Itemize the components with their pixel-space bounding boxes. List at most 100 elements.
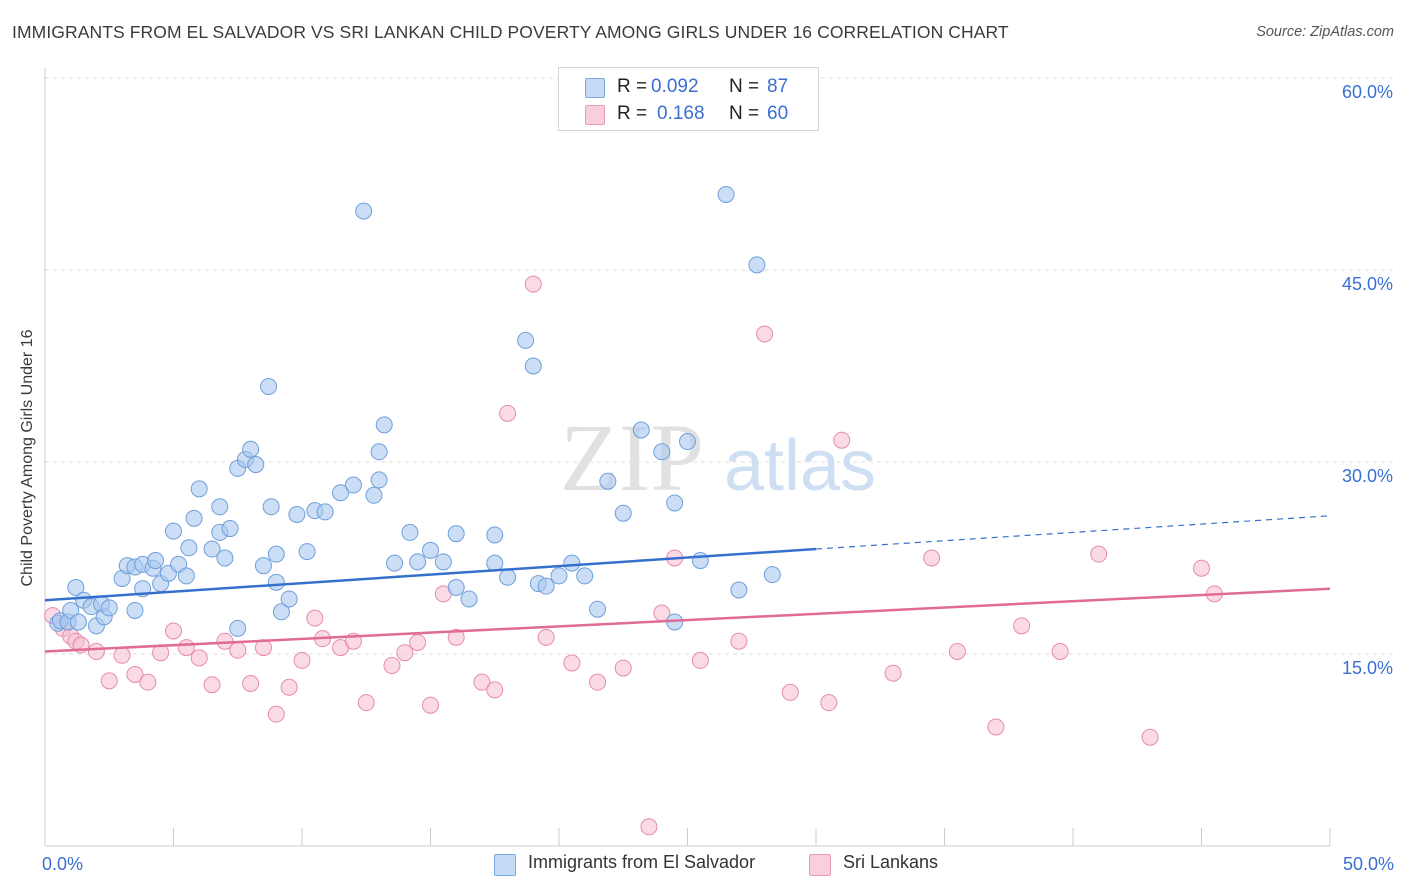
data-point-sri-lankans — [948, 642, 966, 660]
data-point-sri-lankans — [781, 683, 799, 701]
data-point-sri-lankans — [1013, 617, 1031, 635]
source-label: Source: ZipAtlas.com — [1256, 24, 1394, 40]
data-point-sri-lankans — [987, 718, 1005, 736]
bottom-legend-swatch-pink — [809, 854, 831, 876]
data-point-sri-lankans — [113, 646, 131, 664]
legend-n-label: N = — [729, 76, 760, 97]
data-point-sri-lankans — [203, 676, 221, 694]
data-point-sri-lankans — [267, 705, 285, 723]
data-point-el-salvador — [460, 590, 478, 608]
data-point-sri-lankans — [447, 628, 465, 646]
data-point-el-salvador — [375, 416, 393, 434]
data-point-el-salvador — [69, 613, 87, 631]
data-point-el-salvador — [599, 472, 617, 490]
data-point-el-salvador — [180, 539, 198, 557]
legend-n-value: 87 — [767, 76, 789, 97]
data-point-el-salvador — [563, 554, 581, 572]
data-point-sri-lankans — [756, 325, 774, 343]
data-point-el-salvador — [576, 567, 594, 585]
data-point-el-salvador — [67, 578, 85, 596]
data-point-sri-lankans — [87, 642, 105, 660]
bottom-legend-label: Sri Lankans — [843, 852, 939, 872]
trend-line-el-salvador-extension — [815, 515, 1331, 550]
data-point-el-salvador — [355, 202, 373, 220]
data-point-el-salvador — [434, 553, 452, 571]
bottom-legend-swatch-blue — [494, 854, 516, 876]
data-point-sri-lankans — [820, 694, 838, 712]
legend-n-label: N = — [729, 103, 760, 124]
watermark-zip: ZIP — [560, 404, 704, 511]
data-point-el-salvador — [486, 554, 504, 572]
data-point-sri-lankans — [357, 694, 375, 712]
data-point-el-salvador — [221, 520, 239, 538]
data-point-el-salvador — [653, 443, 671, 461]
data-point-el-salvador — [126, 601, 144, 619]
data-point-el-salvador — [100, 599, 118, 617]
data-point-el-salvador — [229, 619, 247, 637]
data-point-sri-lankans — [640, 818, 658, 836]
data-point-sri-lankans — [589, 673, 607, 691]
data-point-sri-lankans — [691, 651, 709, 669]
data-point-el-salvador — [298, 543, 316, 561]
data-point-el-salvador — [447, 525, 465, 543]
data-point-sri-lankans — [422, 696, 439, 714]
x-tick-label: 50.0% — [1343, 854, 1394, 874]
data-point-el-salvador — [370, 443, 388, 461]
watermark-atlas: atlas — [724, 426, 876, 506]
data-point-sri-lankans — [190, 649, 208, 667]
data-point-el-salvador — [332, 484, 350, 502]
data-point-el-salvador — [147, 552, 165, 570]
data-point-el-salvador — [401, 523, 419, 541]
data-point-sri-lankans — [884, 664, 902, 682]
data-point-sri-lankans — [1090, 545, 1108, 563]
legend-r-value: 0.092 — [651, 76, 699, 97]
y-tick-label: 45.0% — [1342, 274, 1393, 294]
data-point-sri-lankans — [1193, 559, 1210, 577]
trend-line-sri-lankans — [44, 587, 1331, 653]
data-point-sri-lankans — [499, 404, 517, 422]
data-point-el-salvador — [409, 553, 427, 571]
data-point-el-salvador — [422, 541, 439, 559]
data-point-el-salvador — [203, 540, 221, 558]
data-point-sri-lankans — [229, 641, 247, 659]
data-point-el-salvador — [748, 256, 766, 274]
data-point-el-salvador — [691, 552, 709, 570]
trend-lines — [44, 515, 1331, 653]
data-point-el-salvador — [272, 603, 290, 621]
data-point-el-salvador — [211, 498, 229, 516]
grid-lines — [45, 77, 1395, 655]
data-point-el-salvador — [717, 185, 735, 203]
data-point-el-salvador — [370, 471, 388, 489]
data-point-sri-lankans — [139, 673, 157, 691]
data-point-el-salvador — [216, 549, 234, 567]
x-tick-label: 0.0% — [42, 854, 83, 874]
data-point-sri-lankans — [242, 674, 260, 692]
data-point-sri-lankans — [923, 549, 941, 567]
data-point-el-salvador — [242, 440, 260, 458]
data-point-el-salvador — [267, 573, 285, 591]
data-point-sri-lankans — [165, 622, 182, 640]
data-point-sri-lankans — [833, 431, 851, 449]
data-point-el-salvador — [267, 545, 285, 563]
data-point-el-salvador — [679, 433, 696, 451]
data-point-el-salvador — [666, 494, 684, 512]
data-point-el-salvador — [254, 557, 272, 575]
trend-line-el-salvador — [44, 547, 817, 602]
data-point-sri-lankans — [1051, 642, 1069, 660]
data-point-el-salvador — [447, 578, 465, 596]
y-tick-label: 15.0% — [1342, 658, 1393, 678]
data-point-el-salvador — [589, 600, 607, 618]
legend-r-label: R = — [617, 76, 648, 97]
legend-swatch-pink — [585, 105, 605, 125]
data-point-sri-lankans — [614, 659, 632, 677]
data-point-el-salvador — [177, 567, 195, 585]
data-point-sri-lankans — [730, 632, 748, 650]
data-point-sri-lankans — [293, 651, 311, 669]
data-point-el-salvador — [288, 505, 306, 523]
data-point-sri-lankans — [126, 665, 144, 683]
axes — [44, 68, 1331, 847]
data-point-sri-lankans — [563, 654, 581, 672]
data-point-el-salvador — [517, 331, 535, 349]
data-point-el-salvador — [614, 504, 632, 522]
